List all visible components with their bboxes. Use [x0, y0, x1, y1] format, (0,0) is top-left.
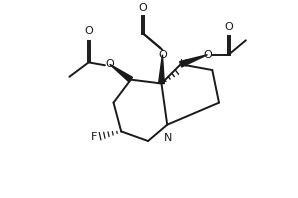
Text: F: F	[91, 132, 97, 142]
Text: O: O	[139, 3, 148, 12]
Text: O: O	[105, 59, 114, 69]
Polygon shape	[159, 55, 164, 84]
Polygon shape	[110, 64, 133, 82]
Text: O: O	[224, 22, 233, 32]
Text: O: O	[84, 26, 93, 35]
Text: O: O	[158, 50, 167, 60]
Text: O: O	[203, 50, 212, 60]
Polygon shape	[180, 55, 207, 67]
Text: H: H	[180, 59, 187, 69]
Text: N: N	[164, 133, 172, 143]
